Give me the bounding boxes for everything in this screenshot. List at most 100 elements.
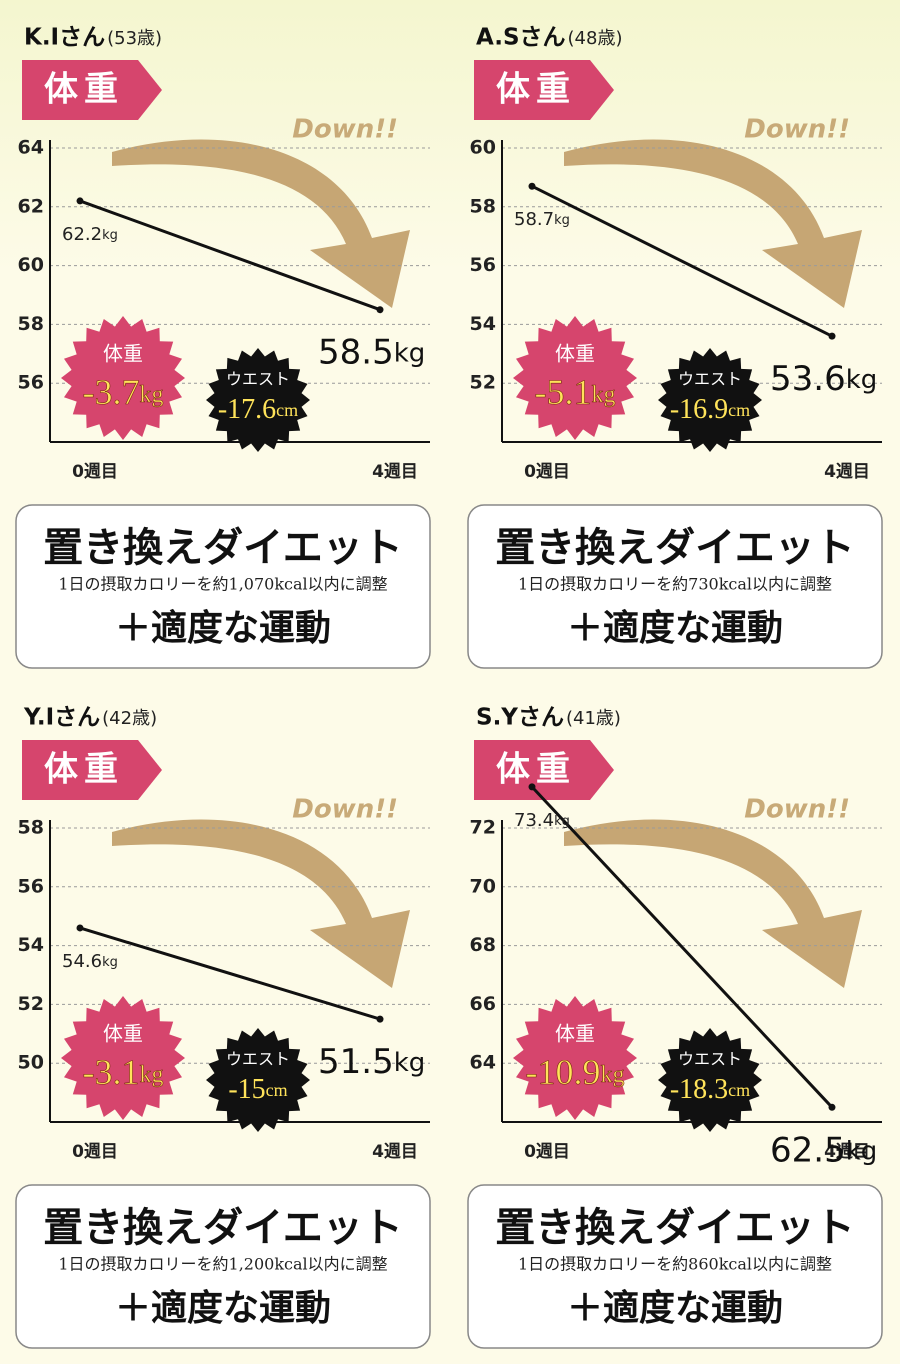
weight-badge-value: -5.1kg: [535, 372, 616, 412]
y-tick-label: 72: [470, 817, 496, 839]
end-value-label: 53.6kg: [770, 359, 877, 399]
person-age: (42歳): [102, 708, 157, 729]
plan-box: [15, 1184, 431, 1349]
tag-shape: [22, 740, 162, 800]
y-tick-label: 52: [18, 993, 44, 1015]
waist-badge-label: ウエスト: [678, 370, 742, 389]
x-tick-label: 0週目: [72, 462, 118, 482]
start-value-label: 58.7kg: [514, 209, 570, 230]
y-tick-label: 64: [470, 1052, 496, 1074]
x-tick-label: 0週目: [72, 1142, 118, 1162]
x-tick-label: 0週目: [524, 1142, 570, 1162]
start-value-label: 54.6kg: [62, 951, 118, 972]
annotation: Down!!: [292, 115, 398, 145]
data-point: [76, 197, 84, 205]
waist-badge-shape: [206, 1028, 310, 1132]
y-tick-label: 64: [18, 137, 44, 159]
y-tick-label: 58: [470, 195, 496, 217]
y-tick-label: 56: [470, 254, 496, 276]
y-tick-label: 58: [18, 313, 44, 335]
plan-box: [467, 504, 883, 669]
plan-title: 置き換えダイエット: [43, 525, 403, 571]
person-age: (41歳): [566, 708, 621, 729]
y-tick-label: 68: [470, 934, 496, 956]
down-arrow: [112, 819, 410, 988]
data-point: [528, 783, 536, 791]
y-tick-label: 58: [18, 817, 44, 839]
person-name: Y.Iさん: [23, 705, 100, 731]
waist-badge-shape: [658, 1028, 762, 1132]
x-tick-label: 4週目: [372, 1142, 418, 1162]
y-tick-label: 54: [18, 934, 44, 956]
tag-label: 体重: [496, 70, 576, 110]
weight-badge-value: -3.7kg: [83, 372, 164, 412]
y-tick-label: 52: [470, 372, 496, 394]
start-value-label: 73.4kg: [514, 810, 570, 831]
data-point: [828, 1103, 836, 1111]
weight-line: [79, 926, 381, 1021]
panel: Y.Iさん (42歳) 体重 Down!! 50 52 54 56 58 0週目 4週目 54.6kg…: [15, 705, 431, 1349]
plan-note: 1日の摂取カロリーを約1,200kcal以内に調整: [58, 1255, 387, 1274]
annotation: Down!!: [744, 795, 850, 825]
plan-extra: ＋適度な運動: [115, 1288, 331, 1329]
weight-badge-shape: [61, 316, 185, 440]
x-tick-label: 4週目: [824, 1142, 870, 1162]
y-tick-label: 56: [18, 372, 44, 394]
annotation: Down!!: [744, 115, 850, 145]
plan-title: 置き換えダイエット: [495, 1205, 855, 1251]
plan-note: 1日の摂取カロリーを約1,070kcal以内に調整: [58, 575, 387, 594]
waist-badge-value: -18.3cm: [670, 1074, 750, 1105]
plan-box: [15, 504, 431, 669]
annotation: Down!!: [292, 795, 398, 825]
weight-badge-shape: [513, 316, 637, 440]
end-value-label: 58.5kg: [318, 332, 425, 372]
weight-badge-label: 体重: [103, 1022, 143, 1046]
y-tick-label: 60: [470, 137, 496, 159]
weight-badge-label: 体重: [103, 342, 143, 366]
waist-badge-shape: [206, 348, 310, 452]
waist-badge-label: ウエスト: [226, 370, 290, 389]
weight-badge-shape: [61, 996, 185, 1120]
plan-extra: ＋適度な運動: [567, 608, 783, 649]
down-arrow: [112, 139, 410, 308]
weight-badge-shape: [513, 996, 637, 1120]
weight-badge-value: -3.1kg: [83, 1052, 164, 1092]
tag-shape: [474, 740, 614, 800]
panel: K.Iさん (53歳) 体重 Down!! 56 58 60 62 64 0週目 4週目 62.2kg…: [15, 25, 431, 669]
y-tick-label: 70: [470, 875, 496, 897]
weight-badge-value: -10.9kg: [526, 1052, 625, 1092]
y-tick-label: 56: [18, 875, 44, 897]
weight-badge-label: 体重: [555, 1022, 595, 1046]
plan-note: 1日の摂取カロリーを約730kcal以内に調整: [518, 575, 832, 594]
person-name: K.Iさん: [24, 25, 105, 51]
down-arrow: [564, 139, 862, 308]
waist-badge-label: ウエスト: [678, 1050, 742, 1069]
person-name: A.Sさん: [476, 25, 566, 51]
end-value-label: 51.5kg: [318, 1042, 425, 1082]
weight-line: [79, 199, 381, 312]
weight-line: [530, 785, 834, 1109]
plan-box: [467, 1184, 883, 1349]
person-age: (53歳): [107, 28, 162, 49]
panel: S.Yさん (41歳) 体重 Down!! 64 66 68 70 72 0週目 4週目 73.4kg…: [467, 705, 883, 1349]
waist-badge-shape: [658, 348, 762, 452]
tag-label: 体重: [44, 70, 124, 110]
waist-badge-value: -16.9cm: [670, 394, 750, 425]
y-tick-label: 60: [18, 254, 44, 276]
data-point: [528, 182, 536, 190]
person-name: S.Yさん: [476, 705, 564, 731]
waist-badge-value: -17.6cm: [218, 394, 298, 425]
plan-note: 1日の摂取カロリーを約860kcal以内に調整: [518, 1255, 832, 1274]
x-tick-label: 0週目: [524, 462, 570, 482]
data-point: [76, 924, 84, 932]
plan-extra: ＋適度な運動: [115, 608, 331, 649]
panel: A.Sさん (48歳) 体重 Down!! 52 54 56 58 60 0週目 4週目 58.7kg…: [467, 25, 883, 669]
y-tick-label: 66: [470, 993, 496, 1015]
x-tick-label: 4週目: [372, 462, 418, 482]
plan-title: 置き換えダイエット: [495, 525, 855, 571]
start-value-label: 62.2kg: [62, 224, 118, 245]
plan-extra: ＋適度な運動: [567, 1288, 783, 1329]
